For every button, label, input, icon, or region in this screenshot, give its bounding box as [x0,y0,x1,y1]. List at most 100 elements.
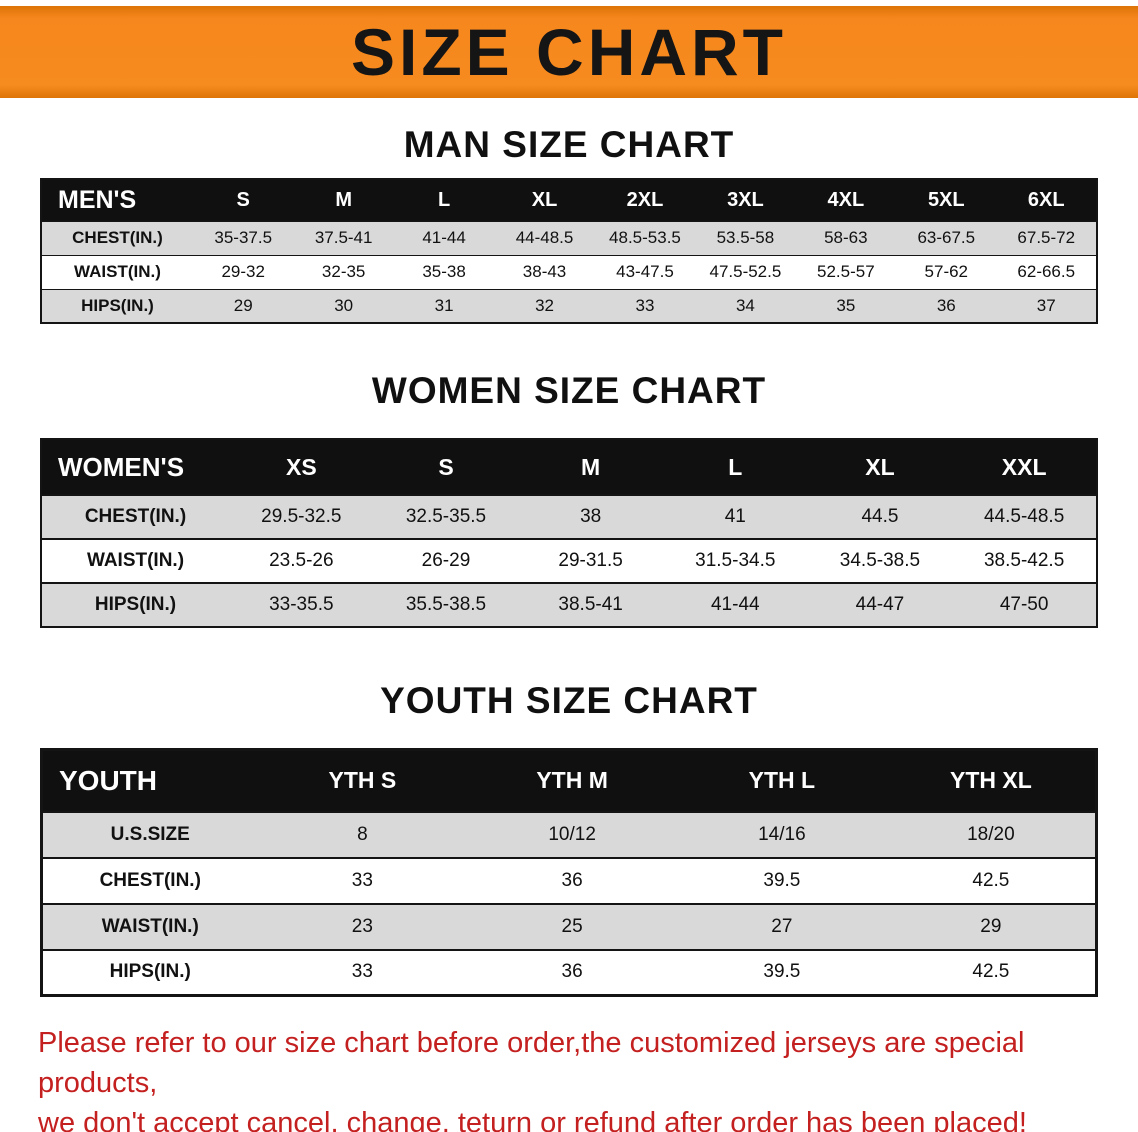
size-value-cell: 38-43 [494,255,595,289]
youth-section-heading: YOUTH SIZE CHART [380,680,758,721]
size-value-cell: 27 [677,903,887,950]
size-value-cell: 47-50 [952,583,1097,627]
size-value-cell: 36 [467,949,677,996]
size-value-cell: 37.5-41 [293,221,394,255]
size-value-cell: 38.5-41 [518,583,663,627]
table-row: WAIST(IN.) 23.5-26 26-29 29-31.5 31.5-34.5 34… [41,539,1097,583]
table-row: HIPS(IN.) 33 36 39.5 42.5 [41,949,1097,996]
size-value-cell: 29-32 [193,255,294,289]
size-value-cell: 41 [662,495,808,539]
size-value-cell: 35 [795,289,897,323]
size-header-cell: 3XL [695,179,796,221]
size-value-cell: 36 [896,289,997,323]
size-value-cell: 44-47 [807,583,953,627]
size-value-cell: 29.5-32.5 [229,495,374,539]
size-header-cell: YTH XL [886,749,1097,812]
size-value-cell: 31.5-34.5 [662,539,808,583]
size-value-cell: 41-44 [393,221,495,255]
table-row: CHEST(IN.) 33 36 39.5 42.5 [41,857,1097,904]
size-value-cell: 38 [518,495,663,539]
table-title-cell: YOUTH [41,749,258,812]
size-value-cell: 14/16 [677,811,887,858]
footer-note-line-1: Please refer to our size chart before or… [38,1027,1025,1099]
row-label-cell: WAIST(IN.) [41,903,258,950]
size-value-cell: 32 [494,289,595,323]
size-value-cell: 18/20 [886,811,1097,858]
footer-note: Please refer to our size chart before or… [38,1023,1100,1132]
size-value-cell: 62-66.5 [996,255,1097,289]
size-value-cell: 42.5 [886,949,1097,996]
size-header-cell: 6XL [996,179,1097,221]
size-value-cell: 33 [257,857,468,904]
size-value-cell: 23.5-26 [229,539,374,583]
row-label-cell: WAIST(IN.) [41,539,229,583]
table-header-row: YOUTH YTH S YTH M YTH L YTH XL [41,749,1097,812]
banner-title: SIZE CHART [351,15,787,89]
size-value-cell: 34.5-38.5 [807,539,953,583]
size-value-cell: 37 [996,289,1097,323]
size-value-cell: 35-38 [393,255,495,289]
size-header-cell: 2XL [594,179,696,221]
men-section-heading: MAN SIZE CHART [403,124,735,165]
size-value-cell: 41-44 [662,583,808,627]
row-label-cell: HIPS(IN.) [41,289,193,323]
size-header-cell: M [293,179,394,221]
table-row: WAIST(IN.) 23 25 27 29 [41,903,1097,950]
youth-size-table: YOUTH YTH S YTH M YTH L YTH XL U.S.SIZE 8 10/12… [40,748,1098,997]
size-header-cell: YTH L [677,749,887,812]
footer-note-line-2: we don't accept cancel, change, teturn o… [38,1107,1027,1132]
table-row: U.S.SIZE 8 10/12 14/16 18/20 [41,811,1097,858]
size-header-cell: YTH M [467,749,677,812]
size-header-cell: 4XL [795,179,897,221]
size-header-cell: S [193,179,294,221]
row-label-cell: WAIST(IN.) [41,255,193,289]
size-value-cell: 36 [467,857,677,904]
row-label-cell: HIPS(IN.) [41,949,258,996]
size-value-cell: 47.5-52.5 [695,255,796,289]
size-header-cell: XXL [952,439,1097,495]
size-value-cell: 34 [695,289,796,323]
size-value-cell: 33 [594,289,696,323]
size-value-cell: 31 [393,289,495,323]
size-header-cell: XL [494,179,595,221]
table-row: HIPS(IN.) 33-35.5 35.5-38.5 38.5-41 41-44 44-… [41,583,1097,627]
size-value-cell: 29-31.5 [518,539,663,583]
table-row: CHEST(IN.) 29.5-32.5 32.5-35.5 38 41 44.5 44.5… [41,495,1097,539]
size-header-cell: XS [229,439,374,495]
size-value-cell: 23 [257,903,468,950]
row-label-cell: U.S.SIZE [41,811,258,858]
table-title-cell: MEN'S [41,179,193,221]
size-value-cell: 52.5-57 [795,255,897,289]
size-value-cell: 10/12 [467,811,677,858]
size-value-cell: 30 [293,289,394,323]
size-value-cell: 33-35.5 [229,583,374,627]
row-label-cell: HIPS(IN.) [41,583,229,627]
size-value-cell: 32-35 [293,255,394,289]
size-header-cell: S [373,439,519,495]
women-size-table: WOMEN'S XS S M L XL XXL CHEST(IN.) 29.5-32.5 32.5… [40,438,1098,628]
size-value-cell: 43-47.5 [594,255,696,289]
size-value-cell: 63-67.5 [896,221,997,255]
size-header-cell: L [393,179,495,221]
size-value-cell: 53.5-58 [695,221,796,255]
row-label-cell: CHEST(IN.) [41,221,193,255]
size-header-cell: 5XL [896,179,997,221]
table-header-row: MEN'S S M L XL 2XL 3XL 4XL 5XL 6XL [41,179,1097,221]
size-value-cell: 48.5-53.5 [594,221,696,255]
size-value-cell: 8 [257,811,468,858]
size-value-cell: 57-62 [896,255,997,289]
size-value-cell: 58-63 [795,221,897,255]
size-header-cell: M [518,439,663,495]
size-value-cell: 33 [257,949,468,996]
table-row: HIPS(IN.) 29 30 31 32 33 34 35 36 37 [41,289,1097,323]
men-size-table: MEN'S S M L XL 2XL 3XL 4XL 5XL 6XL CHEST(IN.) 35-37… [40,178,1098,324]
row-label-cell: CHEST(IN.) [41,495,229,539]
size-value-cell: 32.5-35.5 [373,495,519,539]
size-value-cell: 35.5-38.5 [373,583,519,627]
banner: SIZE CHART [0,6,1138,98]
size-value-cell: 44.5 [807,495,953,539]
women-section-heading: WOMEN SIZE CHART [371,370,767,411]
size-value-cell: 39.5 [677,949,887,996]
table-row: WAIST(IN.) 29-32 32-35 35-38 38-43 43-47.5 47.… [41,255,1097,289]
